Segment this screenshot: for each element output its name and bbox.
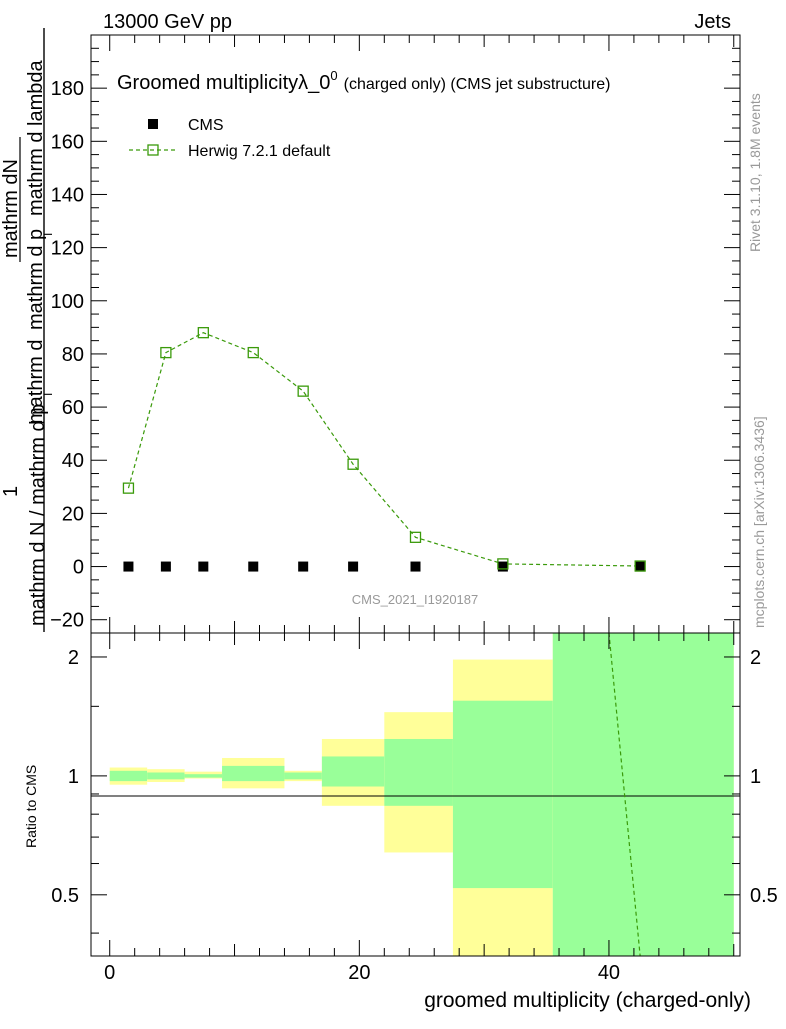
ylabel-denom-b: mathrm d p [25, 229, 47, 330]
ratio-y-tick-label-right: 0.5 [750, 885, 778, 907]
herwig-point [634, 560, 646, 572]
ratio-band-stat [552, 633, 734, 956]
main-series-layer [122, 327, 646, 572]
main-y-label: 1 mathrm dN mathrm d lambda mathrm d p T… [0, 28, 55, 632]
legend: CMS Herwig 7.2.1 default [129, 117, 331, 160]
cms-point [198, 561, 209, 572]
ratio-band-stat [109, 770, 148, 782]
x-tick-label: 20 [348, 962, 370, 984]
cms-point [497, 561, 508, 572]
ratio-bands-layer [109, 633, 734, 956]
ratio-band-stat [384, 738, 453, 806]
ratio-y-tick-label: 1 [68, 766, 79, 788]
header-left: 13000 GeV pp [103, 11, 232, 33]
main-y-tick-label: 160 [51, 131, 84, 153]
cms-point [160, 561, 171, 572]
cms-point [248, 561, 259, 572]
main-y-tick-label: 120 [51, 238, 84, 260]
ratio-y-label: Ratio to CMS [23, 765, 39, 848]
ylabel-mid: mathrm d [25, 340, 47, 424]
cms-point [348, 561, 359, 572]
legend-marker-cms [148, 119, 158, 129]
main-y-tick-label: 80 [62, 344, 84, 366]
main-y-tick-label: 100 [51, 291, 84, 313]
ylabel-numer: mathrm dN [0, 159, 22, 258]
herwig-point [197, 327, 209, 339]
ratio-y-tick-label: 2 [68, 647, 79, 669]
plot-title-tail: (charged only) (CMS jet substructure) [344, 76, 611, 93]
main-y-tick-label: 180 [51, 78, 84, 100]
ylabel-sub-t1: T [41, 230, 55, 238]
ratio-band-stat [321, 756, 385, 787]
ylabel-denom-c: mathrm d lambda [25, 60, 47, 216]
herwig-point [409, 531, 422, 543]
ylabel-denom-a: mathrm d N / mathrm d p [27, 404, 49, 626]
cms-point [298, 561, 309, 572]
legend-label-herwig: Herwig 7.2.1 default [188, 143, 331, 160]
plot-title-main: Groomed multiplicityλ_0 [117, 72, 330, 94]
herwig-point [122, 482, 135, 494]
main-y-ticks: −20 0 20 40 60 80 100 120 140 160 180 [50, 47, 740, 632]
ratio-band-stat [184, 774, 223, 778]
ylabel-top: 1 [0, 486, 22, 497]
header-right: Jets [694, 11, 731, 33]
ratio-y-ticks: 0.5 0.5 1 1 2 2 [51, 647, 778, 934]
herwig-point [497, 558, 509, 570]
herwig-point [160, 346, 172, 359]
ylabel-sub-t2: T [41, 390, 55, 398]
x-tick-label: 40 [598, 962, 620, 984]
herwig-point [247, 346, 259, 359]
main-y-tick-label: 20 [62, 503, 84, 525]
main-x-ticks [109, 35, 735, 633]
herwig-ratio-line [608, 632, 641, 957]
ratio-series-layer [608, 632, 641, 957]
rivet-info: Rivet 3.1.10, 1.8M events [747, 93, 763, 252]
herwig-line [127, 332, 641, 567]
ratio-frame [90, 632, 741, 957]
ratio-y-tick-label-right: 1 [750, 766, 761, 788]
watermark: CMS_2021_I1920187 [352, 592, 479, 607]
main-y-tick-label: 140 [51, 184, 84, 206]
main-y-tick-label: −20 [50, 610, 84, 632]
main-y-tick-label: 0 [73, 557, 84, 579]
ratio-y-tick-label: 0.5 [51, 885, 79, 907]
herwig-point [297, 385, 309, 397]
ratio-band-stat [222, 765, 285, 782]
ratio-panel: 0.5 0.5 1 1 2 2 0 20 40 Ratio to CMS groomed mu… [23, 632, 778, 1012]
mcplots-info: mcplots.cern.ch [arXiv:1306.3436] [751, 416, 767, 628]
main-y-tick-label: 40 [62, 450, 84, 472]
cms-point [635, 561, 646, 572]
cms-point [410, 561, 421, 572]
plot-title: Groomed multiplicityλ_00 (charged only) (… [117, 68, 610, 94]
x-axis-label: groomed multiplicity (charged-only) [424, 989, 751, 1012]
legend-marker-herwig [147, 144, 159, 156]
legend-label-cms: CMS [188, 117, 224, 134]
cms-point [123, 561, 134, 572]
main-panel: −20 0 20 40 60 80 100 120 140 160 180 Groomed mult… [50, 34, 741, 634]
plot-title-sup: 0 [330, 68, 337, 83]
ratio-band-stat [147, 772, 185, 780]
ratio-band-stat [284, 772, 322, 780]
ratio-x-ticks: 0 20 40 [104, 633, 735, 984]
x-tick-label: 0 [104, 962, 115, 984]
ratio-band-stat [452, 700, 553, 889]
ratio-y-tick-label-right: 2 [750, 647, 761, 669]
main-y-tick-label: 60 [62, 397, 84, 419]
herwig-point [347, 458, 359, 470]
